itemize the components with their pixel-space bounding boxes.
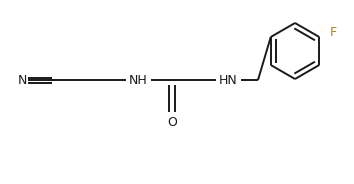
Text: HN: HN <box>219 73 238 86</box>
Text: N: N <box>17 73 27 86</box>
Text: F: F <box>330 26 337 40</box>
Text: O: O <box>167 116 177 128</box>
Text: NH: NH <box>129 73 147 86</box>
